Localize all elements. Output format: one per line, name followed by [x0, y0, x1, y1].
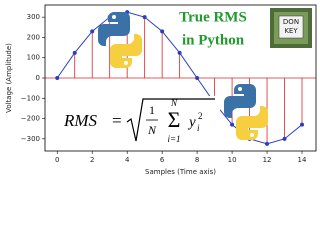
point — [265, 141, 270, 146]
logo-yellow — [236, 106, 268, 140]
point — [55, 76, 60, 80]
x-tick-label: 8 — [195, 156, 199, 164]
x-tick-label: 10 — [228, 156, 237, 164]
badge: DON KEY — [270, 8, 312, 48]
point — [300, 122, 305, 127]
logo-eye — [238, 87, 242, 91]
x-axis-label: Samples (Time axis) — [145, 168, 216, 176]
y-tick-label: 300 — [27, 13, 40, 21]
point — [195, 76, 200, 80]
y-tick-label: 0 — [36, 74, 40, 82]
sqrt-sign — [126, 98, 215, 142]
x-tick-label: 2 — [90, 156, 94, 164]
y-tick-label: 100 — [27, 54, 40, 62]
logo-blue — [98, 12, 130, 46]
point — [230, 122, 235, 127]
formula-term: y — [187, 114, 196, 130]
y-tick-label: −100 — [21, 94, 40, 102]
point — [72, 50, 77, 55]
formula-sum: Σ — [168, 107, 181, 132]
title: in Python — [182, 32, 245, 48]
y-axis-label: Voltage (Amplitude) — [5, 43, 13, 113]
badge-text: KEY — [284, 27, 298, 35]
formula-eq: = — [112, 111, 122, 130]
x-tick-label: 14 — [298, 156, 307, 164]
formula-lower: i=1 — [167, 134, 180, 144]
logo-eye — [250, 133, 254, 137]
logo-blue — [224, 84, 256, 118]
x-tick-label: 12 — [263, 156, 272, 164]
formula-background — [60, 96, 220, 146]
x-tick-label: 4 — [125, 156, 130, 164]
y-tick-label: −200 — [21, 115, 40, 123]
formula-upper: N — [170, 98, 178, 108]
logo-yellow — [110, 34, 142, 68]
title: True RMS — [179, 9, 247, 25]
point — [177, 50, 182, 55]
y-tick-label: 200 — [27, 33, 40, 41]
y-tick-label: −300 — [21, 135, 40, 143]
point — [142, 15, 147, 20]
python-logo — [224, 84, 268, 140]
formula-sub: i — [197, 123, 200, 133]
formula-sup: 2 — [198, 111, 203, 121]
formula-lhs: RMS — [63, 111, 98, 130]
formula-den: N — [147, 123, 157, 137]
x-tick-label: 0 — [55, 156, 59, 164]
point — [160, 29, 165, 34]
badge-label — [278, 15, 304, 39]
logo-eye — [112, 15, 116, 19]
logo-eye — [124, 61, 128, 65]
formula: RMS = 1 N N Σ i=1 y i 2 — [63, 98, 215, 144]
point — [282, 136, 287, 141]
x-tick-label: 6 — [160, 156, 165, 164]
python-logo — [98, 12, 142, 68]
formula-num: 1 — [149, 103, 155, 117]
axes-frame — [44, 4, 317, 152]
badge-text: DON — [283, 18, 299, 26]
point — [90, 29, 95, 34]
